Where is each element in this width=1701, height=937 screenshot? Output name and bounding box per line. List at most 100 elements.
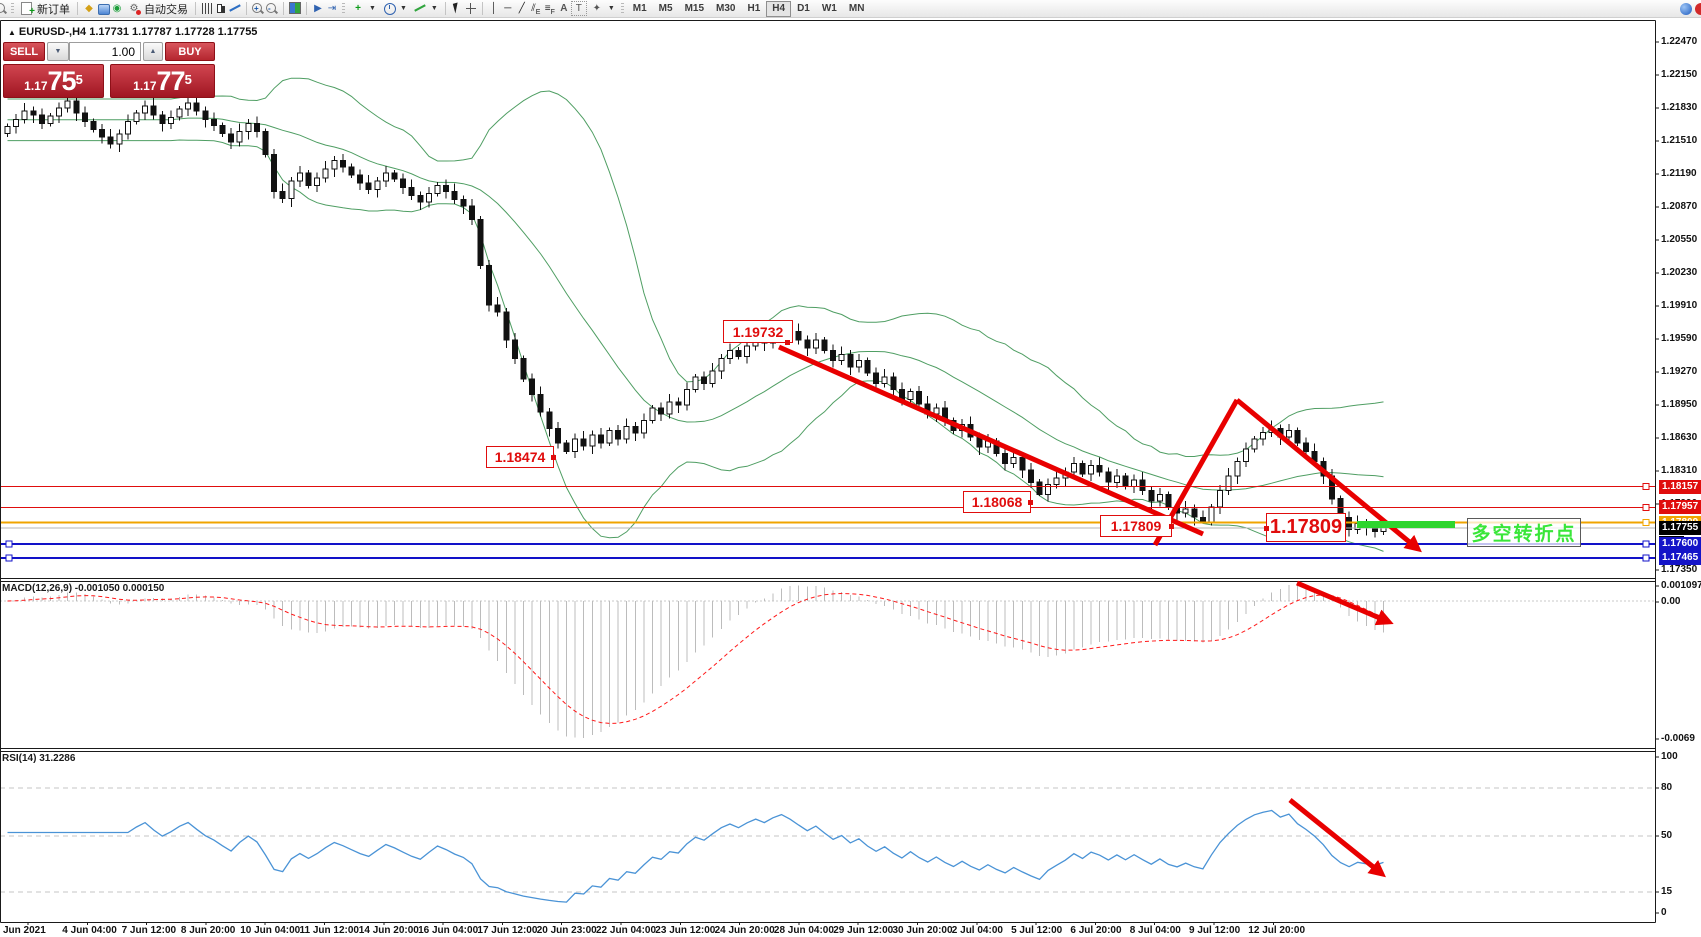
chart-shift-icon[interactable]: ⇥	[327, 3, 337, 14]
auto-scroll-icon[interactable]: ▶	[314, 3, 322, 14]
macd-axis-label: 0.00	[1661, 596, 1681, 607]
timeframe-h1[interactable]: H1	[747, 2, 761, 14]
time-label: 7 Jun 12:00	[121, 925, 177, 936]
profile-icon[interactable]	[96, 2, 110, 15]
text-label-icon[interactable]: T	[570, 1, 587, 16]
time-label: 10 Jun 04:00	[240, 925, 301, 936]
indicators-button[interactable]: + ▼	[348, 1, 379, 16]
price-label-box[interactable]: 1.18068	[963, 491, 1033, 513]
timeframe-m15[interactable]: M15	[684, 2, 705, 14]
rsi-axis-label: 100	[1661, 751, 1678, 762]
template-icon	[413, 2, 427, 15]
volume-up-button[interactable]: ▲	[143, 42, 163, 61]
rsi-axis-label: 15	[1661, 886, 1673, 897]
trendline-icon[interactable]: ╱	[518, 3, 525, 14]
candlestick-chart-icon[interactable]	[214, 2, 228, 15]
timeframe-m5[interactable]: M5	[658, 2, 673, 14]
turning-point-label[interactable]: 多空转折点	[1467, 518, 1581, 547]
price-label-box[interactable]: 1.19732	[723, 320, 793, 345]
record-icon[interactable]	[1695, 2, 1701, 15]
rsi-line	[7, 809, 1384, 903]
macd-histogram	[15, 584, 1384, 738]
rsi-label: RSI(14) 31.2286	[2, 753, 76, 764]
price-badge: 1.18157	[1659, 479, 1701, 494]
trend-arrows[interactable]	[777, 344, 1422, 878]
time-label: 8 Jul 04:00	[1129, 925, 1181, 936]
horizontal-lines[interactable]	[0, 483, 1655, 562]
timeframe-h4[interactable]: H4	[766, 0, 792, 17]
sell-price-box[interactable]: 1.17 75 5	[3, 64, 104, 98]
timeframe-m30[interactable]: M30	[716, 2, 736, 14]
price-badge: 1.17465	[1659, 551, 1701, 565]
price-tick: 1.19270	[1661, 365, 1698, 377]
volume-input[interactable]	[69, 42, 141, 61]
timeframe-d1[interactable]: D1	[797, 2, 810, 14]
macd-axis-label: -0.0069	[1661, 733, 1695, 744]
signals-icon[interactable]: ◉	[112, 3, 122, 14]
autotrade-button[interactable]: ⚙ 自动交易	[124, 1, 191, 16]
price-tick: 1.21510	[1661, 134, 1698, 146]
globe-icon[interactable]	[1680, 2, 1692, 15]
buy-button[interactable]: BUY	[165, 42, 215, 61]
sell-button[interactable]: SELL	[3, 42, 45, 61]
price-label-box[interactable]: 1.17809	[1264, 513, 1346, 542]
price-tick: 1.20230	[1661, 266, 1698, 278]
line-chart-icon[interactable]	[228, 2, 242, 15]
new-order-button[interactable]: + 新订单	[17, 1, 73, 17]
arrows-icon: ✦	[592, 3, 601, 14]
price-tick: 1.20550	[1661, 233, 1698, 245]
price-tick: 1.18950	[1661, 398, 1698, 410]
time-label: 28 Jun 04:00	[773, 925, 834, 936]
text-icon[interactable]: A	[560, 3, 568, 14]
chart-search-icon[interactable]	[0, 2, 8, 15]
cursor-icon[interactable]	[450, 2, 464, 15]
separator	[283, 2, 284, 15]
bar-chart-icon[interactable]	[200, 2, 214, 15]
candles	[4, 92, 1387, 538]
symbol-arrow-icon: ▲	[8, 28, 16, 37]
templates-button[interactable]: ▼	[410, 1, 441, 16]
rsi-axis-label: 0	[1661, 907, 1667, 918]
crosshair-icon[interactable]	[464, 2, 478, 15]
macd-signal-line	[7, 592, 1384, 724]
time-label: 20 Jun 23:00	[536, 925, 597, 936]
separator	[306, 2, 307, 15]
price-tick: 1.19590	[1661, 332, 1698, 344]
chevron-down-icon: ▼	[369, 5, 376, 12]
channel-icon[interactable]: ⫽E	[531, 3, 541, 16]
price-label-pin	[1264, 525, 1269, 531]
price-tick: 1.22150	[1661, 68, 1698, 80]
turning-point-text: 多空转折点	[1471, 524, 1577, 545]
timeframe-m1[interactable]: M1	[632, 2, 647, 14]
volume-down-button[interactable]: ▼	[47, 42, 69, 61]
buy-price-box[interactable]: 1.17 77 5	[110, 64, 215, 98]
timeframe-mn[interactable]: MN	[848, 2, 865, 14]
price-tick: 1.19910	[1661, 299, 1698, 311]
price-label-box[interactable]: 1.18474	[486, 446, 556, 468]
price-tick: 1.20870	[1661, 200, 1698, 212]
price-label-pin	[1028, 500, 1033, 505]
fibonacci-icon[interactable]: ≡F	[544, 3, 555, 16]
toolbar-grip[interactable]	[620, 2, 624, 15]
timeframe-w1[interactable]: W1	[821, 2, 837, 14]
horizontal-line-icon[interactable]: ─	[504, 3, 512, 14]
price-label-box[interactable]: 1.17809	[1100, 515, 1174, 537]
price-tick: 1.21190	[1661, 167, 1697, 179]
time-label: 11 Jun 12:00	[299, 925, 359, 936]
rsi-axis-label: 80	[1661, 782, 1673, 793]
toolbar-grip[interactable]	[11, 2, 14, 15]
tile-windows-icon[interactable]	[288, 2, 302, 15]
toolbar-grip[interactable]	[342, 2, 345, 15]
arrows-button[interactable]: ✦ ▼	[587, 1, 618, 16]
vertical-line-icon[interactable]: │	[490, 3, 497, 14]
support-highlight-bar[interactable]	[1357, 521, 1455, 528]
sell-price-sup: 5	[75, 72, 83, 87]
zoom-out-icon[interactable]: -	[265, 2, 279, 15]
chevron-down-icon: ▼	[54, 48, 62, 55]
styles-icon[interactable]: ◆	[85, 3, 93, 14]
time-label: 29 Jun 12:00	[833, 925, 894, 936]
toolbar: + 新订单 ◆ ◉ ⚙ 自动交易 + - ▶ ⇥ + ▼ ▼ ▼	[0, 0, 1701, 18]
zoom-in-icon[interactable]: +	[251, 2, 265, 15]
periods-button[interactable]: ▼	[379, 1, 410, 16]
